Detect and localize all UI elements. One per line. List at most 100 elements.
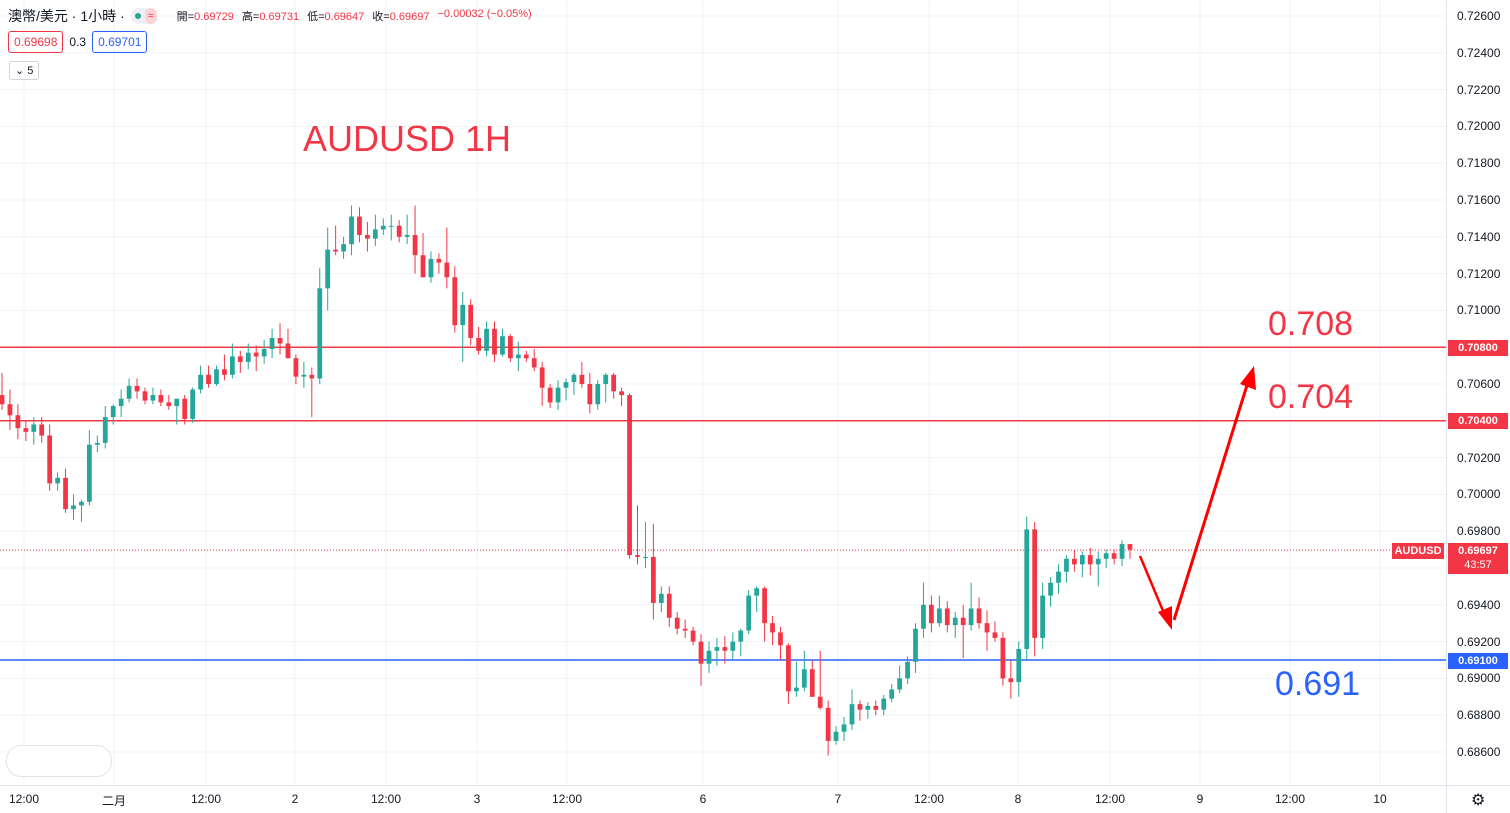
candle-body	[849, 704, 855, 725]
candle-body	[857, 704, 863, 710]
candle-body	[214, 369, 219, 384]
market-status-toggle[interactable]: ≈	[130, 8, 157, 24]
level-tag-070400: 0.70400	[1448, 413, 1508, 429]
gear-icon: ⚙	[1471, 792, 1486, 809]
candle-body	[952, 617, 958, 626]
candle-body	[269, 338, 275, 350]
candle-body	[778, 632, 783, 646]
time-axis[interactable]: 12:00 二月 12:00 2 12:00 3 12:00 6 7 12:00 8 12:00 9 12…	[0, 785, 1446, 813]
candle-body	[690, 630, 696, 642]
candle-body	[809, 669, 815, 697]
candle-body	[913, 628, 918, 662]
candle-body	[897, 678, 903, 690]
candle-body	[63, 477, 68, 510]
candle-body	[786, 645, 791, 692]
candle-body	[905, 661, 910, 679]
price-tick-label: 0.70600	[1457, 377, 1501, 391]
candle-body	[1111, 553, 1117, 559]
candlestick-chart[interactable]	[0, 0, 1446, 785]
time-tick-label: 12:00	[1274, 792, 1306, 806]
candle-body	[1087, 555, 1093, 565]
time-tick-label: 12:00	[8, 792, 40, 806]
candle-body	[921, 604, 926, 629]
candle-body	[571, 374, 577, 383]
market-open-icon	[134, 13, 141, 19]
price-axis[interactable]: 0.72600 0.72400 0.72200 0.72000 0.71800 0.716…	[1446, 0, 1510, 785]
candle-body	[365, 234, 370, 239]
ohlc-low: 低=0.69647	[307, 11, 365, 23]
chart-title-annotation[interactable]: AUDUSD 1H	[303, 118, 512, 159]
projection-arrow-down	[1138, 555, 1168, 619]
candle-body	[793, 687, 799, 692]
candle-body	[372, 229, 378, 239]
candle-body	[635, 555, 640, 557]
candle-body	[158, 395, 164, 403]
candle-body	[801, 669, 807, 688]
candle-body	[468, 304, 474, 338]
candle-body	[936, 608, 942, 624]
candle-body	[47, 435, 53, 484]
chart-pane[interactable]: 澳幣/美元 · 1小時 · ≈ 開=0.69729 高=0.69731 低=0.…	[0, 0, 1446, 785]
object-tree-search[interactable]	[6, 745, 112, 777]
candle-body	[245, 352, 251, 362]
candle-body	[110, 406, 116, 418]
candle-body	[1064, 558, 1069, 572]
candle-body	[71, 505, 76, 510]
candle-body	[222, 369, 227, 375]
candle-body	[357, 216, 362, 235]
candle-body	[476, 338, 482, 351]
candle-body	[770, 623, 775, 633]
symbol-legend: 澳幣/美元 · 1小時 · ≈ 開=0.69729 高=0.69731 低=0.…	[8, 6, 532, 26]
candle-body	[650, 556, 656, 603]
indicators-toggle-button[interactable]: ⌄ 5	[9, 61, 40, 80]
price-tick-label: 0.68600	[1457, 745, 1501, 759]
candle-body	[428, 258, 434, 278]
symbol-name-tag: AUDUSD	[1392, 543, 1444, 559]
candle-body	[587, 384, 593, 405]
chevron-down-icon: ⌄	[15, 65, 25, 77]
candle-body	[825, 707, 831, 741]
candle-body	[190, 389, 196, 419]
candle-body	[1056, 571, 1061, 583]
symbol-title[interactable]: 澳幣/美元 · 1小時 ·	[8, 8, 125, 24]
price-tick-label: 0.69800	[1457, 524, 1501, 539]
chart-settings-button[interactable]: ⚙	[1446, 785, 1510, 813]
price-annotation-0708[interactable]: 0.708	[1268, 305, 1354, 343]
candle-body	[611, 374, 617, 392]
spread-value: 0.3	[69, 35, 87, 49]
candle-body	[968, 608, 974, 626]
candle-body	[237, 356, 243, 362]
wave-icon: ≈	[144, 8, 157, 24]
candle-body	[833, 731, 839, 741]
candle-body	[460, 304, 466, 326]
time-tick-label: 2	[291, 792, 299, 806]
time-tick-label: 12:00	[1094, 792, 1126, 806]
price-tick-label: 0.71600	[1457, 193, 1501, 207]
candle-body	[960, 617, 966, 626]
sell-button[interactable]: 0.69698	[8, 31, 64, 53]
candle-body	[579, 374, 585, 384]
candle-body	[23, 428, 29, 432]
price-tick-label: 0.71800	[1457, 156, 1501, 171]
candle-body	[134, 385, 140, 392]
candle-body	[1024, 529, 1030, 649]
candle-body	[15, 415, 21, 429]
candle-body	[142, 391, 148, 401]
candle-body	[603, 374, 609, 384]
candle-body	[865, 706, 871, 710]
price-annotation-0691[interactable]: 0.691	[1275, 665, 1361, 703]
candle-body	[984, 623, 990, 633]
candle-body	[79, 501, 84, 506]
time-tick-label: 12:00	[190, 792, 222, 806]
candle-body	[722, 647, 728, 651]
candle-body	[523, 354, 529, 359]
price-tick-label: 0.72600	[1457, 9, 1501, 23]
buy-button[interactable]: 0.69701	[92, 31, 148, 53]
price-tick-label: 0.69400	[1457, 597, 1501, 612]
time-tick-label: 9	[1196, 792, 1204, 806]
price-annotation-0704[interactable]: 0.704	[1268, 378, 1354, 416]
candle-body	[992, 632, 998, 638]
candle-body	[619, 391, 624, 396]
time-tick-label: 8	[1014, 792, 1022, 806]
candle-body	[166, 402, 172, 407]
